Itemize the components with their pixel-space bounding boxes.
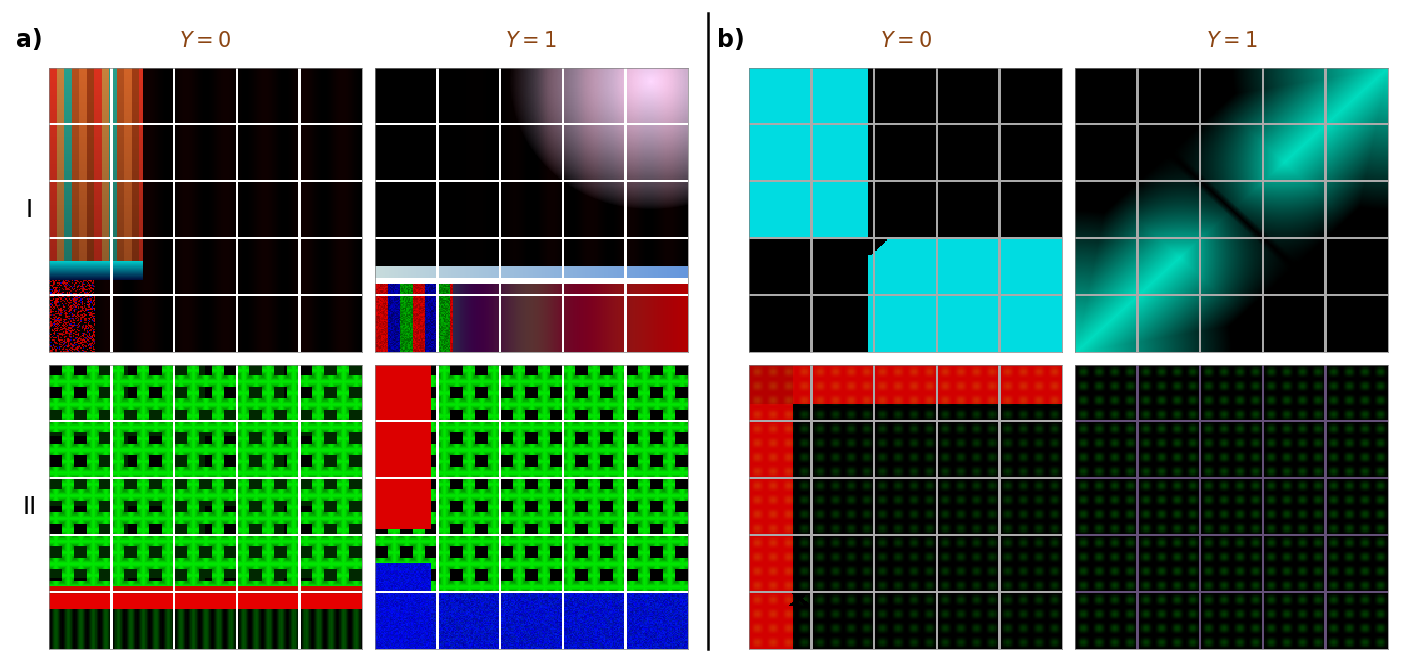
- Text: b): b): [716, 28, 744, 52]
- Text: I: I: [25, 198, 32, 222]
- Text: $Y = 1$: $Y = 1$: [1206, 31, 1258, 51]
- Text: a): a): [17, 28, 43, 52]
- Text: II: II: [22, 495, 36, 518]
- Text: $Y = 1$: $Y = 1$: [505, 31, 557, 51]
- Text: $Y = 0$: $Y = 0$: [179, 31, 231, 51]
- Text: $Y = 0$: $Y = 0$: [879, 31, 932, 51]
